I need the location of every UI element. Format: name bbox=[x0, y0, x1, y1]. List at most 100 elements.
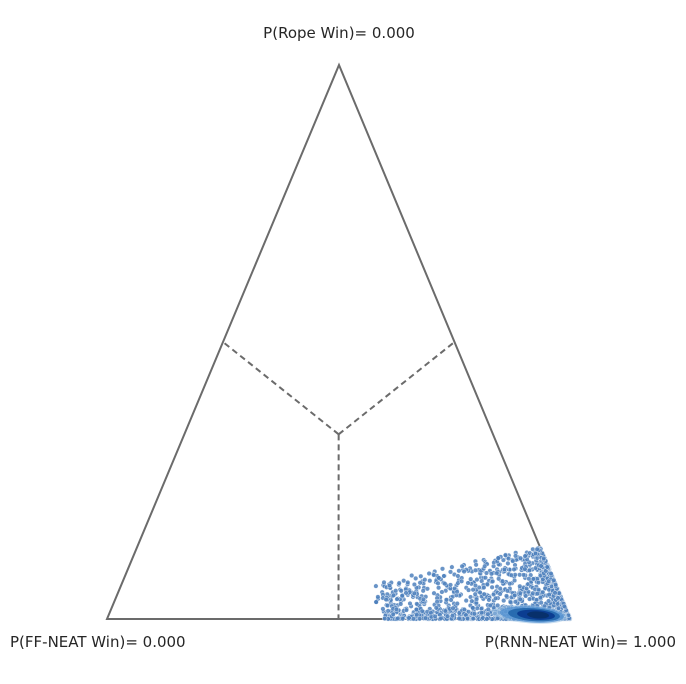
sample-point bbox=[414, 612, 420, 618]
sample-point bbox=[468, 576, 474, 582]
sample-point bbox=[431, 590, 437, 596]
simplex-frame bbox=[105, 62, 572, 620]
sample-point bbox=[456, 610, 462, 616]
sample-point bbox=[398, 601, 404, 607]
sample-point bbox=[555, 595, 561, 601]
sample-point bbox=[439, 589, 445, 595]
sample-point bbox=[470, 605, 476, 611]
sample-point bbox=[417, 580, 423, 586]
sample-point bbox=[380, 606, 386, 612]
sample-point bbox=[495, 602, 501, 608]
simplex-triangle bbox=[105, 62, 572, 620]
sample-point bbox=[450, 613, 456, 619]
sample-point bbox=[511, 566, 517, 572]
sample-point bbox=[464, 615, 470, 621]
sample-point bbox=[486, 597, 492, 603]
sample-point bbox=[420, 588, 426, 594]
sample-point bbox=[474, 596, 480, 602]
sample-point bbox=[523, 593, 529, 599]
sample-point bbox=[544, 564, 550, 570]
sample-point bbox=[517, 596, 523, 602]
density-contour bbox=[527, 611, 550, 619]
sample-point bbox=[383, 597, 389, 603]
sample-point bbox=[530, 576, 536, 582]
sample-point bbox=[474, 605, 480, 611]
sample-point bbox=[468, 594, 474, 600]
sample-point bbox=[411, 590, 417, 596]
sample-point bbox=[534, 546, 540, 552]
sample-point bbox=[461, 569, 467, 575]
sample-point bbox=[394, 596, 400, 602]
sample-point bbox=[419, 608, 425, 614]
sample-point bbox=[422, 577, 428, 583]
sample-point bbox=[472, 591, 478, 597]
sample-point bbox=[413, 575, 419, 581]
sample-point bbox=[471, 611, 477, 617]
sample-point bbox=[495, 555, 501, 561]
sample-point bbox=[556, 605, 562, 611]
sample-point bbox=[403, 607, 409, 613]
sample-point bbox=[396, 580, 402, 586]
sample-point bbox=[524, 586, 530, 592]
sample-point bbox=[507, 581, 513, 587]
sample-point bbox=[424, 586, 430, 592]
vertex-label-left: P(FF-NEAT Win)= 0.000 bbox=[10, 633, 186, 651]
sample-point bbox=[506, 556, 512, 562]
sample-point bbox=[459, 563, 465, 569]
sample-point bbox=[484, 616, 490, 622]
sample-point bbox=[409, 573, 415, 579]
sample-point bbox=[484, 581, 490, 587]
sample-point bbox=[482, 563, 488, 569]
sample-point bbox=[490, 578, 496, 584]
sample-point bbox=[473, 567, 479, 573]
sample-point bbox=[470, 587, 476, 593]
sample-point bbox=[385, 608, 391, 614]
sample-point bbox=[517, 590, 523, 596]
sample-point bbox=[432, 613, 438, 619]
sample-point bbox=[456, 616, 462, 622]
sample-point bbox=[442, 581, 448, 587]
sample-point bbox=[400, 616, 406, 622]
sample-point bbox=[406, 615, 412, 621]
sample-point bbox=[526, 567, 532, 573]
sample-point bbox=[522, 566, 528, 572]
sample-point bbox=[504, 593, 510, 599]
sample-point bbox=[497, 586, 503, 592]
sample-point bbox=[535, 580, 541, 586]
sample-point bbox=[538, 563, 544, 569]
sample-point bbox=[391, 592, 397, 598]
sample-point bbox=[448, 597, 454, 603]
sample-point bbox=[505, 560, 511, 566]
boundary-left bbox=[222, 341, 340, 436]
sample-point bbox=[513, 599, 519, 605]
sample-point bbox=[534, 591, 540, 597]
sample-point bbox=[407, 601, 413, 607]
sample-point bbox=[438, 615, 444, 621]
sample-point bbox=[373, 583, 379, 589]
sample-point bbox=[540, 589, 546, 595]
sample-point bbox=[487, 603, 493, 609]
sample-point bbox=[390, 611, 396, 617]
sample-point bbox=[553, 582, 559, 588]
sample-point bbox=[466, 587, 472, 593]
sample-point bbox=[561, 603, 567, 609]
sample-point bbox=[484, 570, 490, 576]
sample-point bbox=[510, 558, 516, 564]
sample-point bbox=[393, 588, 399, 594]
sample-point bbox=[426, 571, 432, 577]
sample-point bbox=[501, 567, 507, 573]
sample-point bbox=[375, 594, 381, 600]
sample-point bbox=[518, 555, 524, 561]
sample-point bbox=[440, 566, 446, 572]
sample-point bbox=[500, 578, 506, 584]
boundary-right bbox=[338, 341, 456, 436]
sample-point bbox=[431, 572, 437, 578]
sample-point bbox=[403, 590, 409, 596]
sample-point bbox=[556, 590, 562, 596]
sample-point bbox=[496, 576, 502, 582]
density-contours bbox=[492, 605, 568, 624]
sample-point bbox=[417, 616, 423, 622]
sample-point bbox=[399, 593, 405, 599]
sample-point bbox=[533, 565, 539, 571]
